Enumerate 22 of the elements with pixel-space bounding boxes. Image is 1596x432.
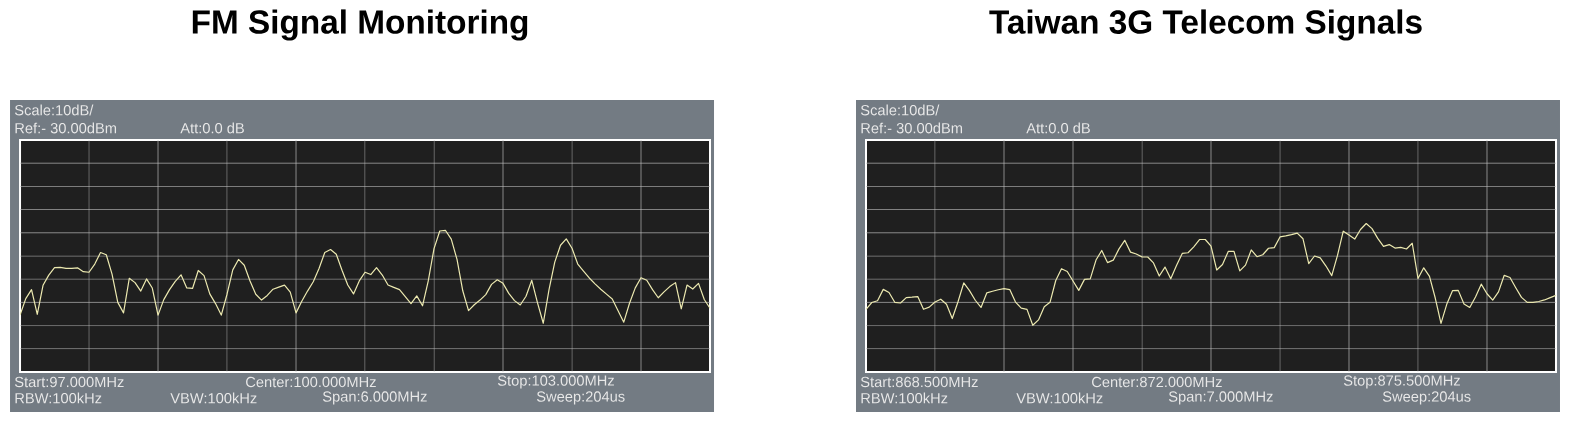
text: Scale:10dB/ (860, 104, 940, 116)
text: Span:7.000MHz (1168, 391, 1273, 405)
text: Stop:875.500MHz (1343, 375, 1460, 389)
text: Sweep:204us (536, 391, 625, 405)
text: Att:0.0 dB (1026, 122, 1090, 134)
text: VBW:100kHz (170, 392, 257, 404)
chart-title: FM Signal Monitoring (192, 9, 528, 41)
text: Scale:10dB/ (14, 104, 94, 116)
text: VBW:100kHz (1016, 392, 1103, 404)
text: Center:100.000MHz (246, 376, 376, 388)
text: Att:0.0 dB (180, 122, 244, 134)
text: Center:872.000MHz (1092, 376, 1222, 388)
text: Sweep:204us (1382, 391, 1471, 405)
chart-title: Taiwan 3G Telecom Signals (989, 9, 1422, 41)
text: Span:6.000MHz (322, 391, 427, 405)
text: Start:97.000MHz (14, 376, 124, 388)
text: Ref:- 30.00dBm (15, 122, 117, 134)
text: Stop:103.000MHz (497, 375, 614, 389)
text: Start:868.500MHz (860, 376, 978, 388)
text: Ref:- 30.00dBm (861, 122, 962, 134)
text: RBW:100kHz (861, 392, 948, 404)
text: RBW:100kHz (15, 392, 102, 404)
